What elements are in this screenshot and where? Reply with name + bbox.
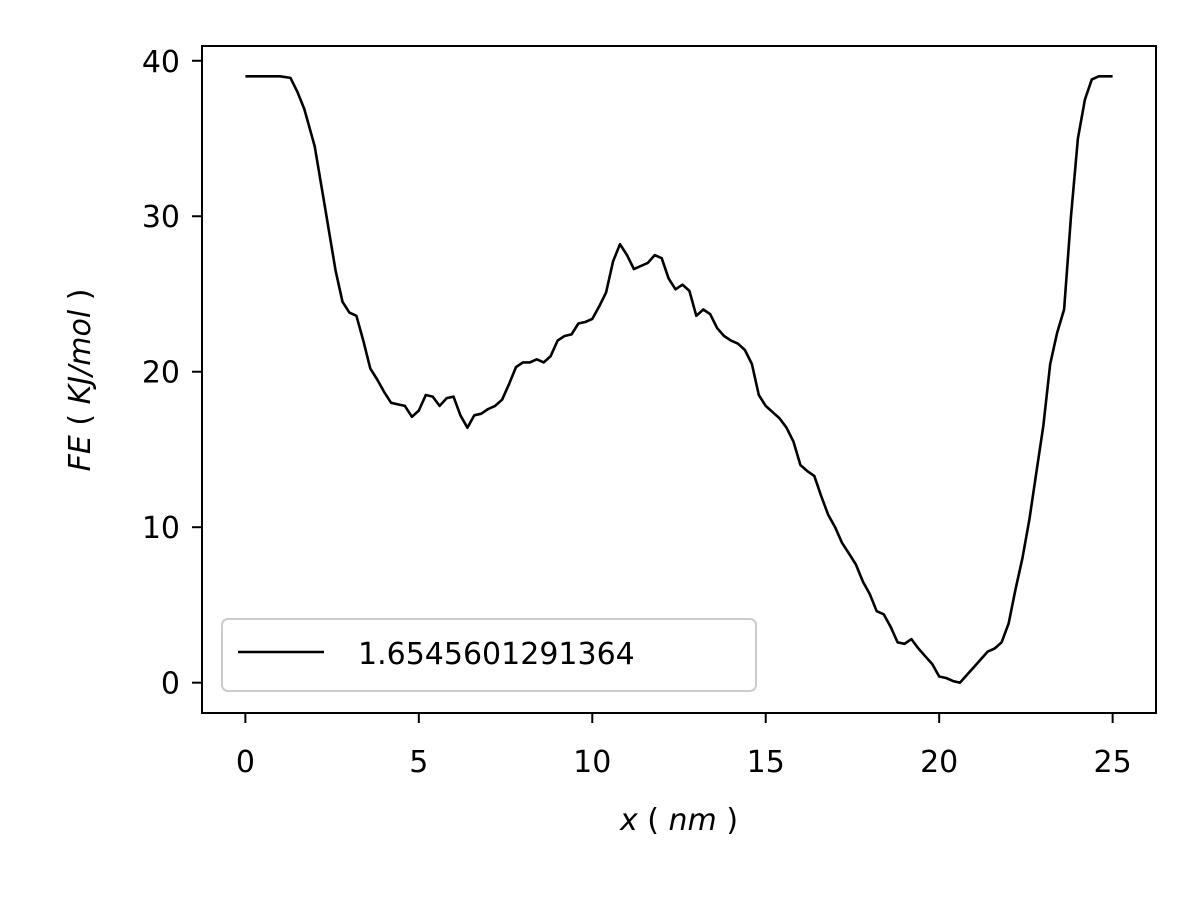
x-axis-label-open-paren: ( bbox=[647, 803, 659, 838]
legend-box bbox=[221, 618, 757, 692]
x-axis-label-unit: nm bbox=[669, 803, 717, 838]
plot-area bbox=[202, 46, 1156, 713]
plot-frame bbox=[201, 45, 1157, 714]
y-tick-label: 30 bbox=[142, 200, 180, 235]
x-tick-label: 15 bbox=[747, 745, 785, 780]
y-axis-ticks: 0 10 20 30 40 bbox=[142, 45, 202, 702]
x-axis-label-main: x bbox=[619, 803, 638, 838]
y-axis-label-unit: KJ/mol bbox=[63, 309, 98, 404]
legend-label: 1.6545601291364 bbox=[358, 637, 635, 672]
y-axis-label-close-paren: ) bbox=[63, 289, 98, 301]
y-tick-label: 40 bbox=[142, 45, 180, 80]
y-axis-label-open-paren: ( bbox=[63, 414, 98, 426]
y-tick-label: 0 bbox=[161, 667, 180, 702]
x-axis-label: x ( nm ) bbox=[619, 803, 738, 838]
x-tick-label: 10 bbox=[573, 745, 611, 780]
x-tick-label: 20 bbox=[920, 745, 958, 780]
y-tick-label: 10 bbox=[142, 511, 180, 546]
y-axis-label-main: FE bbox=[63, 435, 98, 471]
x-axis-label-close-paren: ) bbox=[726, 803, 738, 838]
x-tick-label: 0 bbox=[236, 745, 255, 780]
x-tick-label: 5 bbox=[409, 745, 428, 780]
y-tick-label: 20 bbox=[142, 356, 180, 391]
legend: 1.6545601291364 bbox=[221, 618, 757, 692]
y-axis-label: FE ( KJ/mol ) bbox=[63, 289, 98, 472]
x-tick-label: 25 bbox=[1094, 745, 1132, 780]
series-line bbox=[245, 75, 1113, 684]
x-axis-ticks: 0 5 10 15 20 25 bbox=[236, 713, 1132, 780]
